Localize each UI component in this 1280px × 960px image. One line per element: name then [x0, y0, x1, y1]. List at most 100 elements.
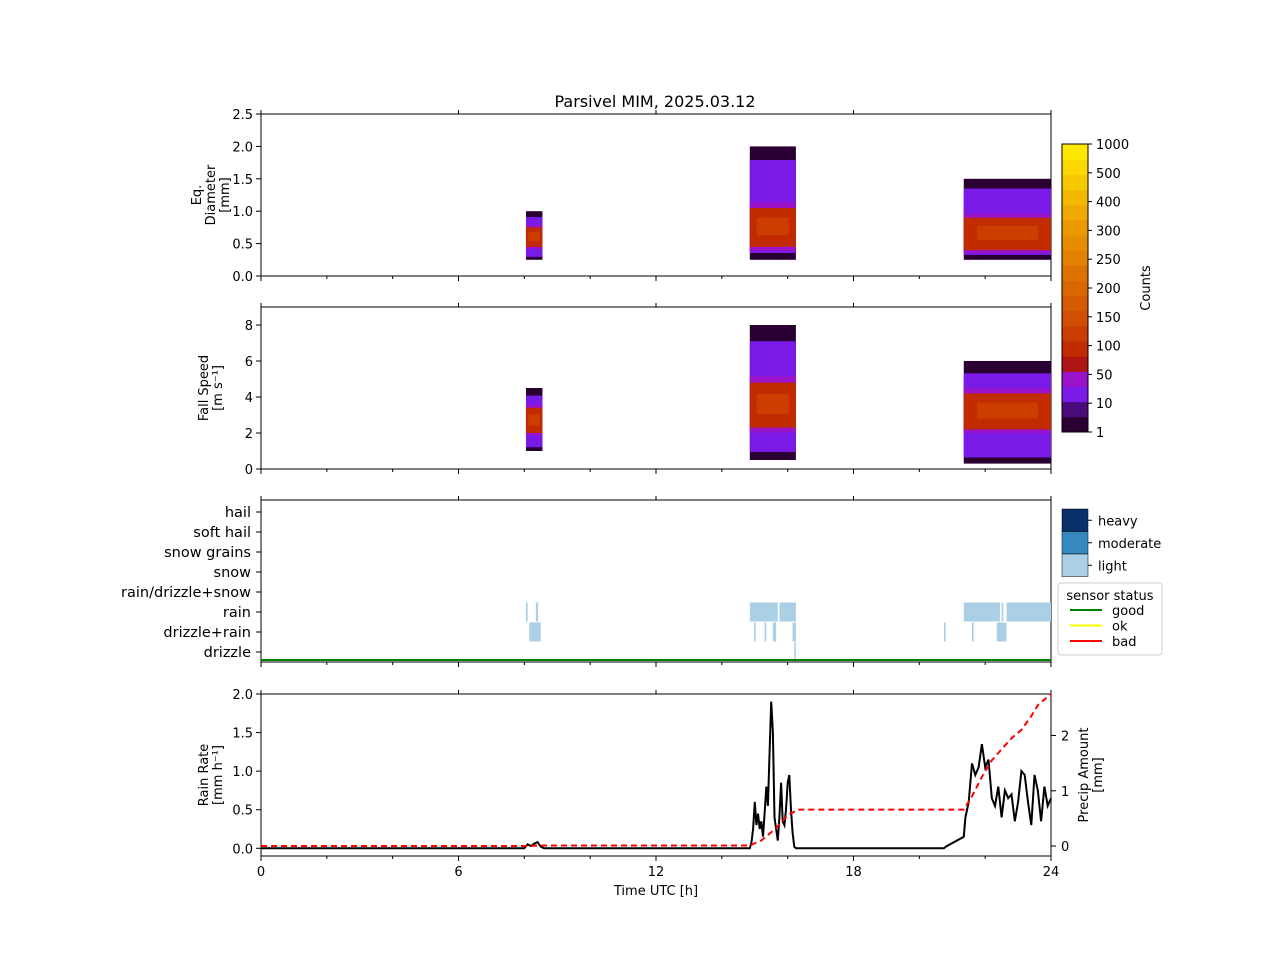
intensity-swatch-heavy — [1061, 508, 1089, 532]
precip-type-segment — [996, 622, 1007, 642]
category-label: drizzle+rain — [163, 625, 251, 641]
colorbar-segment — [1062, 310, 1088, 327]
y2-tick-label: 0 — [1061, 840, 1069, 855]
precip-type-segment — [792, 622, 796, 642]
counts-colorbar: 1 10 50 100 150 200 250 300 400 500 1000 Counts — [1061, 138, 1154, 441]
precip-type-segment — [944, 622, 946, 642]
category-label: snow — [214, 565, 252, 581]
colorbar-segment — [1062, 250, 1088, 266]
y-tick-label: 0.0 — [232, 270, 253, 285]
colorbar-tick-label: 1000 — [1096, 138, 1129, 153]
precip-type-segment — [772, 622, 777, 642]
y-tick-label: 0.0 — [232, 842, 253, 857]
y-tick-label: 1.0 — [232, 205, 253, 220]
fall-speed-panel: 0 2 4 6 8 Fall Speed[m s⁻¹] — [197, 303, 1052, 478]
intensity-swatch-light — [1061, 553, 1089, 577]
precip-type-segment — [749, 602, 778, 622]
y-axis-label-line: Eq. — [190, 185, 205, 206]
x-tick-label: 0 — [257, 865, 265, 880]
y-axis-label: Rain Rate[mm h⁻¹] — [197, 744, 226, 807]
y-tick-label: 1.5 — [232, 173, 253, 188]
y-tick-label: 2 — [245, 427, 253, 442]
precip-type-segment — [794, 642, 796, 662]
y-axis-label-line: Fall Speed — [197, 355, 212, 421]
plot-frame — [260, 693, 1052, 857]
x-tick-label: 24 — [1043, 865, 1060, 880]
x-tick-label: 18 — [845, 865, 862, 880]
y-axis-label-line: Rain Rate — [197, 744, 212, 807]
y-axis-label-line: [mm h⁻¹] — [211, 745, 226, 805]
y-tick-label: 0 — [245, 463, 253, 478]
precip-type-panel: drizzle drizzle+rain rain rain/drizzle+snow… — [121, 496, 1052, 667]
precip-type-segment — [963, 602, 1000, 622]
category-label: rain — [223, 605, 251, 621]
colorbar-segment — [1062, 159, 1088, 175]
y-tick-label: 8 — [245, 319, 253, 334]
rain-rate-line — [261, 701, 1052, 850]
status-legend-label-bad: bad — [1112, 635, 1136, 650]
colorbar-tick-label: 150 — [1096, 311, 1121, 326]
heatmap-peak — [976, 225, 1038, 241]
colorbar-segment — [1062, 280, 1088, 297]
intensity-swatch-moderate — [1061, 531, 1089, 555]
precip-type-segment — [779, 602, 796, 622]
category-label: rain/drizzle+snow — [121, 585, 251, 601]
colorbar-tick-label: 500 — [1096, 167, 1121, 182]
colorbar-segment — [1062, 325, 1088, 342]
y-tick-label: 2.0 — [232, 688, 253, 703]
y-tick-label: 0.5 — [232, 238, 253, 253]
y-tick-label: 4 — [245, 391, 253, 406]
intensity-legend: heavy moderate light — [1061, 508, 1161, 577]
y-tick-label: 1.5 — [232, 727, 253, 742]
y-axis-label-line: [m s⁻¹] — [211, 365, 226, 411]
x-tick-label: 12 — [648, 865, 665, 880]
y2-axis-label: Precip Amount[mm] — [1077, 728, 1106, 823]
precip-type-segment — [535, 602, 539, 622]
colorbar-tick-label: 400 — [1096, 196, 1121, 211]
y-tick-label: 2.5 — [232, 108, 253, 123]
status-legend-label-good: good — [1112, 604, 1144, 619]
heatmap-peak — [756, 393, 789, 415]
y2-axis-label-line: [mm] — [1091, 757, 1106, 792]
colorbar-tick-label: 100 — [1096, 340, 1121, 355]
colorbar-segment — [1062, 295, 1088, 312]
colorbar-segment — [1062, 174, 1088, 190]
colorbar-tick-label: 10 — [1096, 397, 1113, 412]
plot-frame — [260, 306, 1052, 470]
category-label: snow grains — [164, 545, 251, 561]
colorbar-segment — [1062, 386, 1088, 403]
status-legend-label-ok: ok — [1112, 620, 1128, 635]
heatmap-peak — [528, 232, 540, 242]
colorbar-tick-label: 50 — [1096, 368, 1113, 383]
precip-type-segment — [764, 622, 767, 642]
precip-type-segment — [1001, 602, 1004, 622]
colorbar-tick-label: 250 — [1096, 253, 1121, 268]
y2-axis-label-line: Precip Amount — [1077, 728, 1092, 823]
y-tick-label: 0.5 — [232, 804, 253, 819]
colorbar-segment — [1062, 401, 1088, 418]
y-axis-label: Eq.Diameter[mm] — [190, 164, 233, 225]
status-legend-title: sensor status — [1066, 589, 1153, 604]
plot-frame — [260, 113, 1052, 277]
intensity-label-heavy: heavy — [1098, 514, 1138, 529]
colorbar-segment — [1062, 265, 1088, 281]
figure-title: Parsivel MIM, 2025.03.12 — [554, 92, 755, 111]
precip-type-segment — [972, 622, 974, 642]
colorbar-segment — [1062, 144, 1088, 160]
precip-type-segment — [525, 602, 528, 622]
colorbar-segment — [1062, 341, 1088, 357]
intensity-label-moderate: moderate — [1098, 537, 1161, 552]
x-tick-label: 6 — [454, 865, 462, 880]
colorbar-tick-label: 200 — [1096, 282, 1121, 297]
colorbar-segment — [1062, 416, 1088, 433]
category-label: hail — [225, 505, 251, 521]
precip-type-segment — [1006, 602, 1051, 622]
colorbar-segment — [1062, 356, 1088, 372]
colorbar-segment — [1062, 371, 1088, 388]
colorbar-segment — [1062, 219, 1088, 236]
y-tick-label: 2.0 — [232, 140, 253, 155]
colorbar-segment — [1062, 234, 1088, 251]
diameter-panel: 0.0 0.5 1.0 1.5 2.0 2.5 Eq.Diameter[mm] — [190, 108, 1052, 285]
